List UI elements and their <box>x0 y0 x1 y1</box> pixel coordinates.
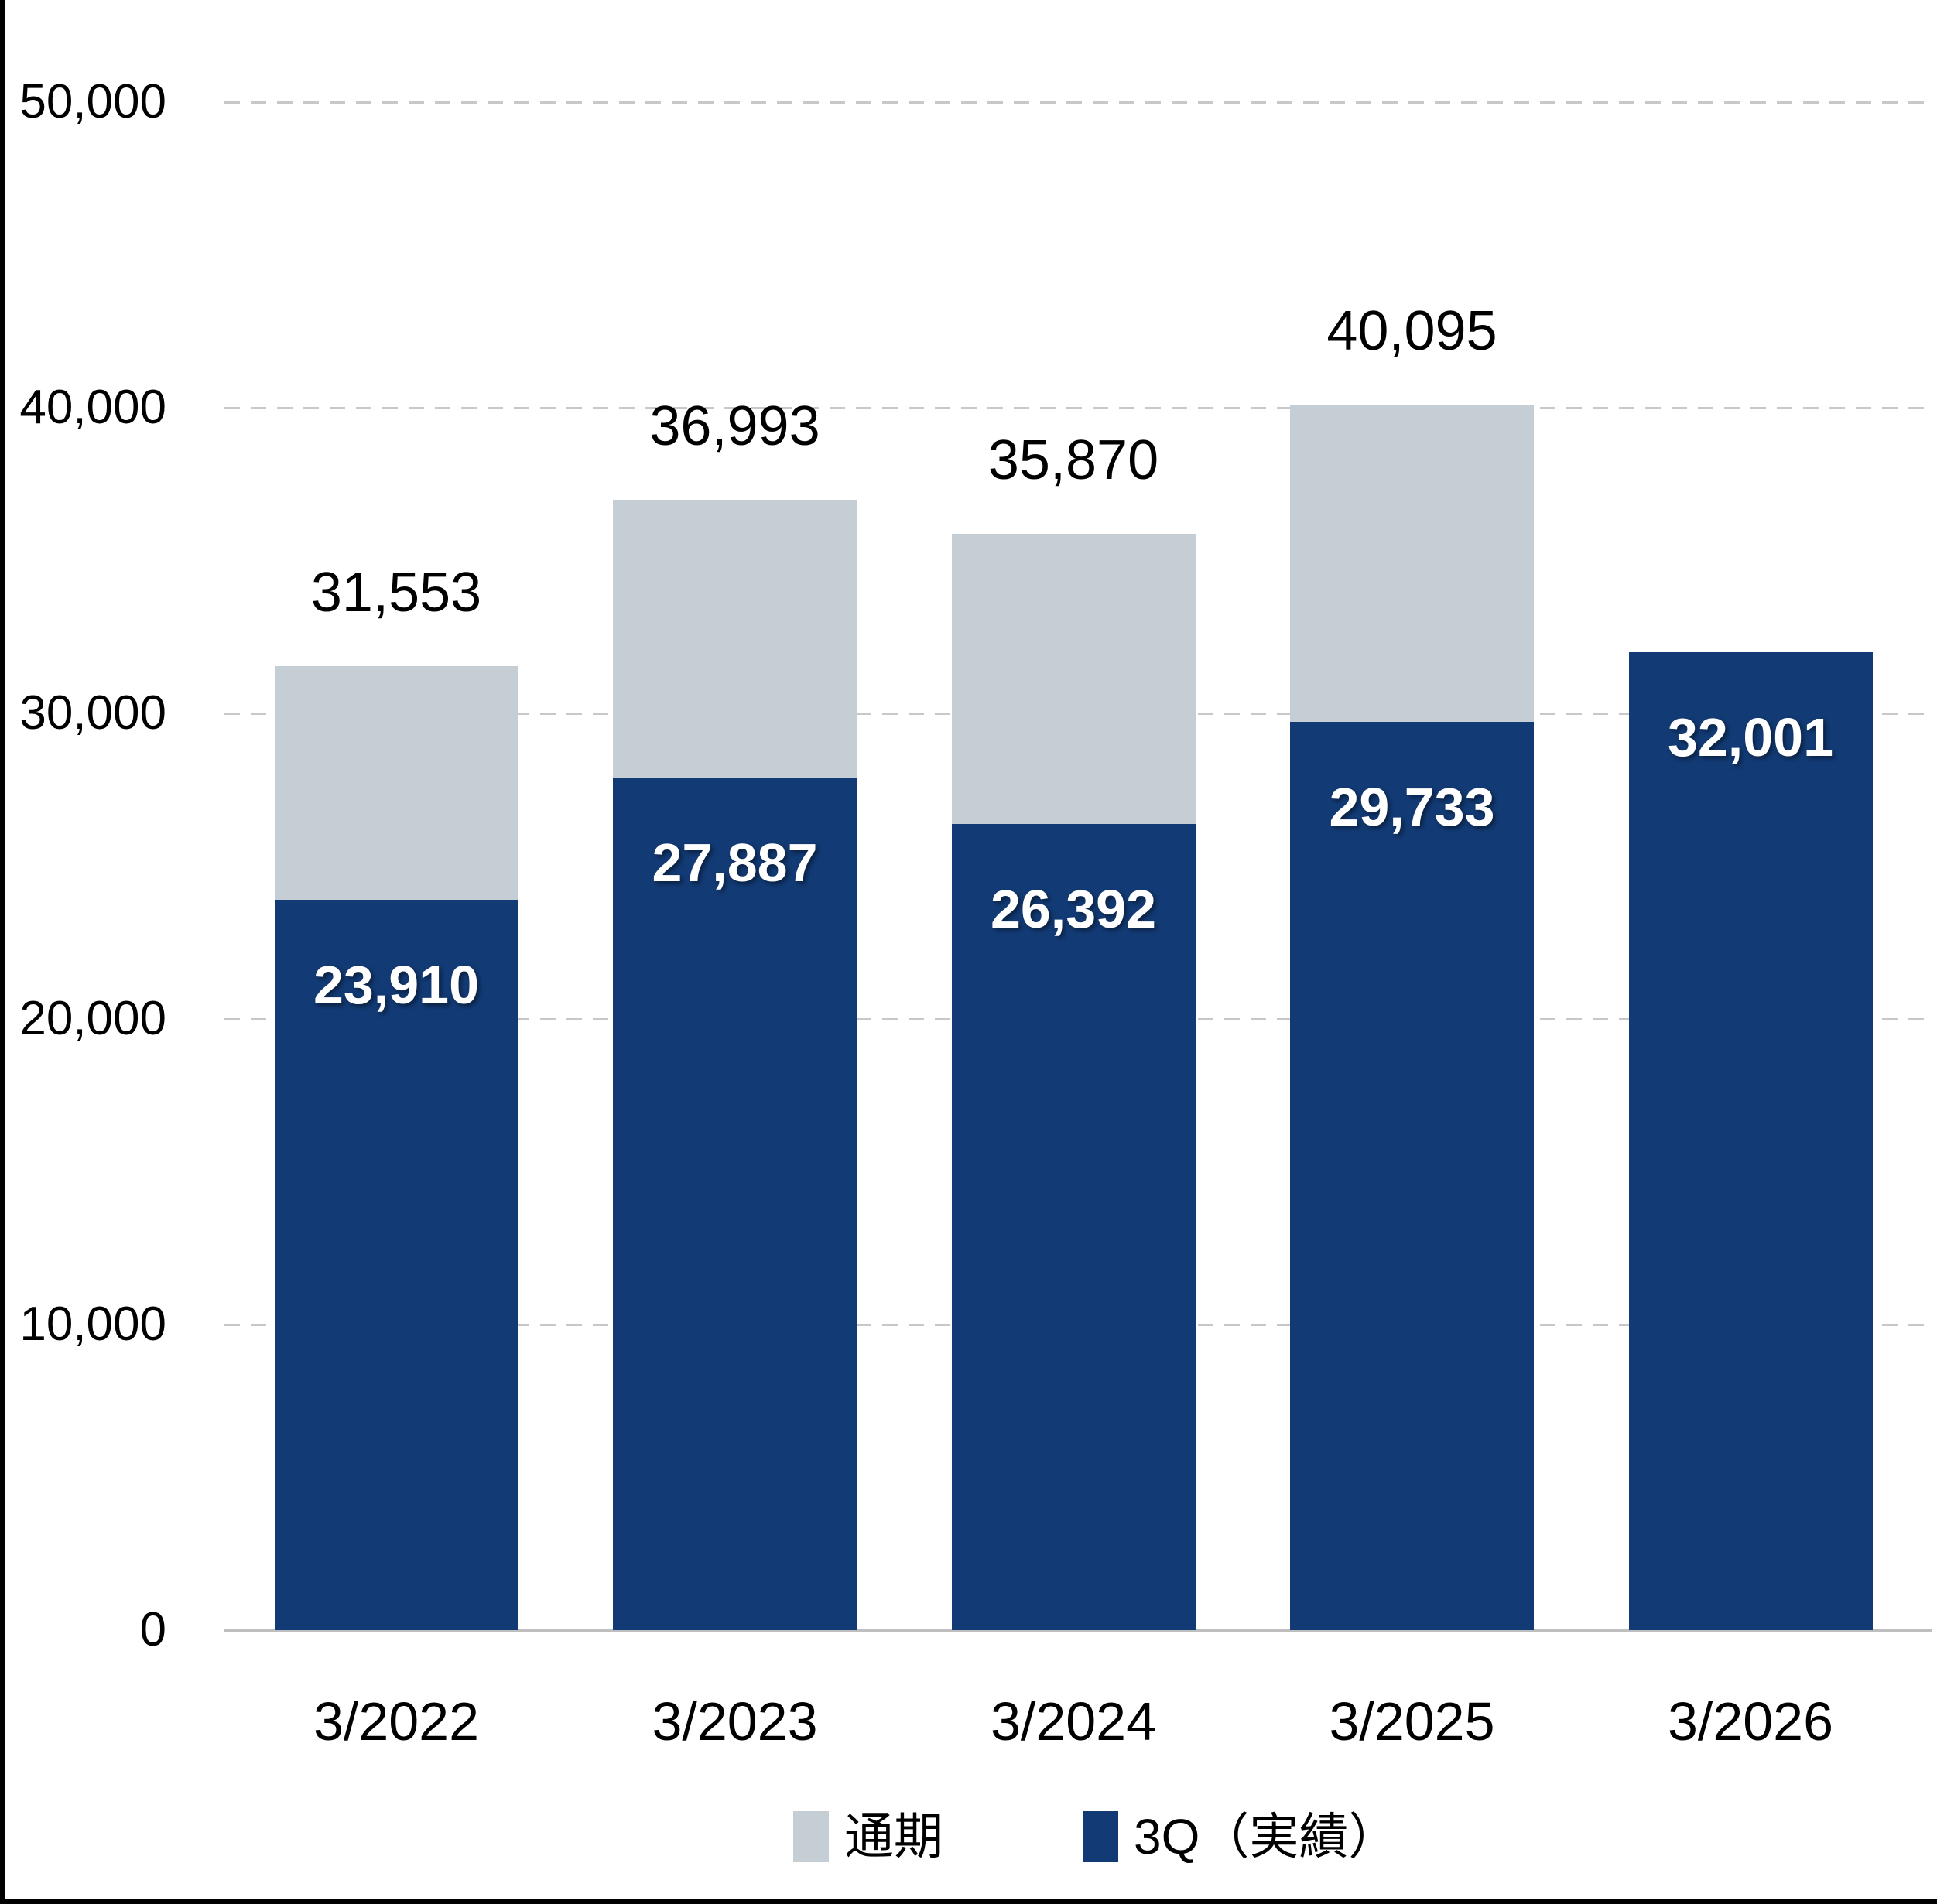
y-tick-label-50000: 50,000 <box>19 75 166 128</box>
x-tick-label-3/2023: 3/2023 <box>652 1691 818 1752</box>
bar-3q-segment-3/2025 <box>1290 721 1534 1630</box>
x-axis-line <box>224 1629 1932 1632</box>
total-value-label-3/2025: 40,095 <box>1326 300 1497 363</box>
3q-value-label-3/2023: 27,887 <box>652 832 818 894</box>
legend-swatch-icon <box>1083 1811 1118 1862</box>
bar-3q-segment-3/2022 <box>274 899 518 1630</box>
legend-swatch-icon <box>793 1811 829 1862</box>
bottom-border-line <box>0 1899 1937 1904</box>
y-tick-label-40000: 40,000 <box>19 381 166 434</box>
total-value-label-3/2022: 31,553 <box>310 561 482 624</box>
legend-label: 通期 <box>844 1809 943 1865</box>
3q-value-label-3/2024: 26,392 <box>990 878 1157 939</box>
gridline-50000 <box>224 101 1929 104</box>
x-tick-label-3/2024: 3/2024 <box>990 1691 1157 1752</box>
y-tick-label-20000: 20,000 <box>19 992 166 1045</box>
bar-full-year-segment-3/2024 <box>951 534 1196 824</box>
3q-value-label-3/2025: 29,733 <box>1329 776 1495 837</box>
bar-3q-segment-3/2026 <box>1628 651 1873 1630</box>
legend-item-full-year-total: 通期 <box>793 1811 943 1862</box>
bar-full-year-segment-3/2022 <box>274 665 518 900</box>
y-tick-label-30000: 30,000 <box>19 686 166 740</box>
total-value-label-3/2024: 35,870 <box>987 429 1159 492</box>
left-border-line <box>0 0 5 1904</box>
x-tick-label-3/2025: 3/2025 <box>1329 1691 1495 1752</box>
y-tick-label-0: 0 <box>139 1603 166 1656</box>
x-tick-label-3/2022: 3/2022 <box>313 1691 480 1752</box>
3q-value-label-3/2022: 23,910 <box>313 954 480 1015</box>
3q-value-label-3/2026: 32,001 <box>1667 706 1834 767</box>
legend-label: 3Q（実績） <box>1134 1809 1398 1865</box>
gridline-40000 <box>224 406 1929 409</box>
total-value-label-3/2023: 36,993 <box>649 395 820 457</box>
y-tick-label-10000: 10,000 <box>19 1297 166 1351</box>
bar-full-year-segment-3/2025 <box>1290 405 1534 722</box>
legend: 通期 3Q（実績） <box>793 1811 1398 1862</box>
x-tick-label-3/2026: 3/2026 <box>1667 1691 1834 1752</box>
bar-3q-segment-3/2023 <box>613 778 857 1630</box>
bar-full-year-segment-3/2023 <box>613 499 857 778</box>
legend-item-third-quarter-actual: 3Q（実績） <box>1083 1811 1398 1862</box>
bar-3q-segment-3/2024 <box>951 823 1196 1630</box>
